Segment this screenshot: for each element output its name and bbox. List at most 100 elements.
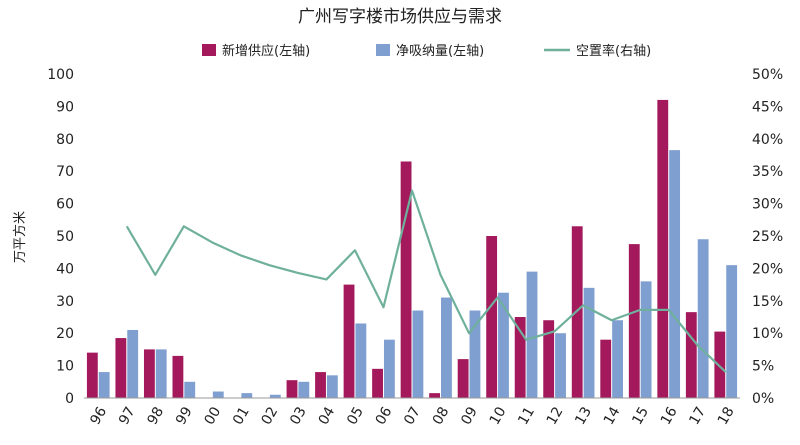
left-tick-label: 80 bbox=[56, 132, 74, 148]
right-tick-label: 0% bbox=[752, 391, 774, 407]
legend-swatch bbox=[376, 44, 390, 56]
right-tick-label: 15% bbox=[752, 294, 783, 310]
bar-new-supply bbox=[172, 355, 184, 398]
legend-label: 净吸纳量(左轴) bbox=[396, 44, 484, 59]
bar-new-supply bbox=[286, 380, 298, 398]
right-tick-label: 5% bbox=[752, 359, 774, 375]
right-tick-label: 40% bbox=[752, 132, 783, 148]
x-tick-label: 07 bbox=[401, 404, 424, 427]
x-tick-label: 03 bbox=[287, 404, 310, 427]
x-tick-label: 18 bbox=[715, 404, 738, 427]
bar-net-absorption bbox=[498, 292, 509, 398]
x-tick-label: 11 bbox=[515, 404, 538, 427]
vacancy-line bbox=[125, 189, 727, 373]
bar-net-absorption bbox=[726, 265, 738, 398]
x-tick-label: 12 bbox=[544, 404, 567, 427]
x-axis-ticks: 96 97 98 99 00 01 02 03 04 05 06 07 08 09 10 11 12 13 14 15… bbox=[87, 404, 737, 428]
x-tick-label: 01 bbox=[230, 404, 253, 427]
bar-new-supply bbox=[143, 349, 155, 398]
y-axis-label: 万平方米 bbox=[12, 211, 28, 263]
left-tick-label: 20 bbox=[56, 326, 74, 342]
x-tick-label: 16 bbox=[658, 404, 681, 428]
bar-new-supply bbox=[685, 312, 697, 398]
right-tick-label: 45% bbox=[752, 99, 783, 115]
bar-net-absorption bbox=[669, 150, 681, 398]
bar-net-absorption bbox=[326, 375, 338, 398]
bar-net-absorption bbox=[241, 393, 253, 398]
legend-label: 新增供应(左轴) bbox=[222, 43, 310, 59]
right-tick-label: 20% bbox=[752, 261, 783, 277]
left-axis-ticks: 0 10 20 30 40 50 60 70 80 90 100 bbox=[47, 67, 74, 407]
bar-new-supply bbox=[400, 161, 412, 398]
bar-new-supply bbox=[486, 236, 498, 398]
vacancy-rate-line bbox=[125, 189, 727, 373]
left-tick-label: 30 bbox=[56, 294, 74, 310]
left-tick-label: 100 bbox=[47, 67, 74, 83]
x-tick-label: 00 bbox=[202, 404, 225, 427]
x-tick-label: 08 bbox=[430, 404, 453, 427]
bar-new-supply bbox=[457, 359, 469, 398]
bar-net-absorption bbox=[469, 310, 481, 398]
bar-net-absorption bbox=[212, 391, 224, 398]
bar-new-supply bbox=[657, 99, 669, 399]
bar-net-absorption bbox=[127, 329, 139, 398]
bar-net-absorption bbox=[697, 239, 709, 398]
left-tick-label: 90 bbox=[56, 99, 74, 115]
right-tick-label: 10% bbox=[752, 326, 783, 342]
x-tick-label: 06 bbox=[373, 404, 396, 428]
x-tick-label: 09 bbox=[458, 404, 481, 427]
legend-label: 空置率(右轴) bbox=[576, 43, 651, 59]
bar-new-supply bbox=[315, 372, 326, 398]
bar-net-absorption bbox=[441, 297, 452, 398]
x-tick-label: 05 bbox=[344, 404, 367, 427]
left-tick-label: 70 bbox=[56, 164, 74, 180]
x-tick-label: 10 bbox=[487, 404, 510, 427]
right-tick-label: 35% bbox=[752, 164, 783, 180]
legend: 新增供应(左轴) 净吸纳量(左轴) 空置率(右轴) bbox=[202, 43, 651, 59]
bar-new-supply bbox=[600, 339, 612, 398]
bar-new-supply bbox=[86, 352, 98, 398]
x-tick-label: 04 bbox=[316, 404, 339, 428]
x-tick-label: 14 bbox=[601, 404, 624, 428]
bar-net-absorption bbox=[155, 349, 167, 398]
x-tick-label: 13 bbox=[572, 404, 595, 427]
bar-new-supply bbox=[372, 368, 383, 398]
bar-net-absorption bbox=[383, 339, 395, 398]
left-tick-label: 0 bbox=[65, 391, 74, 407]
bar-new-supply bbox=[628, 244, 640, 398]
bar-new-supply bbox=[514, 317, 526, 398]
bar-net-absorption bbox=[98, 372, 110, 398]
bar-new-supply bbox=[343, 284, 355, 398]
right-tick-label: 30% bbox=[752, 197, 783, 213]
bars bbox=[86, 99, 738, 399]
bar-new-supply bbox=[714, 331, 726, 398]
bar-new-supply bbox=[429, 393, 441, 398]
right-axis-ticks: 0% 5% 10% 15% 20% 25% 30% 35% 40% 45% 50% bbox=[752, 67, 783, 407]
bar-net-absorption bbox=[412, 310, 424, 398]
x-tick-label: 15 bbox=[629, 404, 652, 427]
x-tick-label: 17 bbox=[686, 404, 709, 427]
x-tick-label: 98 bbox=[144, 404, 167, 427]
left-tick-label: 10 bbox=[56, 359, 74, 375]
x-tick-label: 02 bbox=[259, 404, 282, 427]
left-tick-label: 40 bbox=[56, 261, 74, 277]
bar-net-absorption bbox=[640, 281, 652, 398]
bar-new-supply bbox=[115, 338, 127, 398]
left-tick-label: 60 bbox=[56, 197, 74, 213]
bar-net-absorption bbox=[612, 320, 623, 398]
right-tick-label: 50% bbox=[752, 67, 783, 83]
bar-net-absorption bbox=[269, 394, 281, 398]
legend-swatch bbox=[202, 44, 216, 56]
x-tick-label: 97 bbox=[116, 404, 139, 427]
bar-new-supply bbox=[543, 320, 555, 398]
left-tick-label: 50 bbox=[56, 229, 74, 245]
chart-title: 广州写字楼市场供应与需求 bbox=[298, 7, 502, 27]
bar-net-absorption bbox=[355, 323, 367, 398]
bar-net-absorption bbox=[555, 333, 566, 398]
x-tick-label: 99 bbox=[173, 404, 196, 427]
bar-net-absorption bbox=[583, 287, 595, 398]
x-tick-label: 96 bbox=[87, 404, 110, 428]
bar-net-absorption bbox=[526, 271, 538, 398]
right-tick-label: 25% bbox=[752, 229, 783, 245]
bar-net-absorption bbox=[184, 381, 196, 398]
